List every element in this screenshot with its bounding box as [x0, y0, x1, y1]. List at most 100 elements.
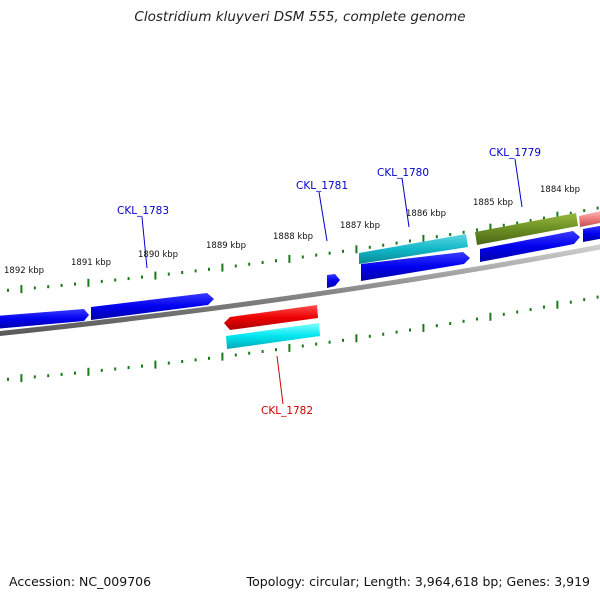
minor-tick [47, 374, 50, 378]
minor-tick [208, 267, 210, 271]
minor-tick [529, 219, 532, 223]
kbp-labels: 1892 kbp 1891 kbp 1890 kbp 1889 kbp 1888… [4, 185, 580, 276]
kbp-label: 1891 kbp [71, 258, 111, 268]
minor-tick [462, 230, 465, 234]
gene-arrow[interactable] [480, 231, 580, 262]
major-tick [20, 374, 23, 383]
accession-text: Accession: NC_009706 [9, 574, 152, 589]
gene-label-ckl-1782[interactable]: CKL_1782 [261, 405, 313, 417]
gene-arrow-ckl-1782[interactable] [224, 305, 318, 330]
minor-tick [301, 344, 304, 348]
gene-label-ckl-1780[interactable]: CKL_1780 [377, 167, 429, 179]
genome-summary-text: Topology: circular; Length: 3,964,618 bp… [246, 574, 590, 589]
kbp-label: 1890 kbp [138, 250, 178, 260]
minor-tick [7, 288, 9, 292]
gene-arrow[interactable] [583, 225, 600, 242]
genome-backbone [0, 244, 600, 336]
gene-block-ckl-1779[interactable] [475, 213, 578, 245]
gene-arrow[interactable] [91, 293, 214, 320]
minor-tick [395, 330, 398, 334]
minor-tick [181, 360, 184, 363]
minor-tick [60, 283, 63, 287]
minor-tick [502, 312, 505, 316]
minor-tick [33, 286, 36, 290]
minor-tick [100, 279, 103, 283]
gene-labels: CKL_1783 CKL_1781 CKL_1780 CKL_1779 CKL_… [117, 147, 541, 417]
gene-arrow[interactable] [0, 309, 89, 329]
minor-tick [476, 317, 478, 321]
minor-tick [368, 334, 371, 338]
minor-tick [435, 324, 438, 328]
gene-arrow-ckl-1781[interactable] [327, 274, 340, 288]
minor-tick [181, 271, 184, 274]
minor-tick [60, 372, 63, 376]
major-tick [288, 343, 291, 352]
major-tick [422, 234, 425, 243]
kbp-label: 1886 kbp [406, 209, 446, 219]
outer-scale-ticks [7, 206, 599, 294]
minor-tick [382, 243, 385, 247]
gene-block-ckl-1780-outer[interactable] [359, 234, 468, 264]
leader-ckl-1780 [401, 177, 410, 228]
major-tick [154, 271, 157, 280]
minor-tick [7, 377, 9, 381]
minor-tick [529, 308, 532, 312]
gene-arrow-ckl-1780[interactable] [361, 252, 470, 281]
gene-block-ckl-1782-inner[interactable] [226, 323, 320, 349]
minor-tick [476, 228, 478, 232]
major-tick [221, 352, 224, 361]
minor-tick [248, 262, 251, 266]
minor-tick [301, 255, 304, 259]
major-tick [355, 245, 358, 254]
major-tick [422, 323, 425, 332]
minor-tick [127, 366, 130, 370]
minor-tick [141, 275, 143, 279]
gene-block-salmon[interactable] [579, 210, 600, 227]
minor-tick [315, 342, 318, 346]
minor-tick [382, 332, 385, 336]
leader-ckl-1782 [276, 355, 284, 405]
gene-label-ckl-1783[interactable]: CKL_1783 [117, 205, 169, 217]
kbp-label: 1889 kbp [206, 241, 246, 251]
major-tick [20, 285, 23, 294]
minor-tick [569, 211, 572, 215]
major-tick [288, 254, 291, 263]
minor-tick [114, 367, 117, 371]
minor-tick [100, 368, 103, 372]
minor-tick [449, 322, 452, 325]
minor-tick [449, 233, 452, 236]
gene-label-ckl-1781[interactable]: CKL_1781 [296, 180, 348, 192]
major-tick [355, 334, 358, 343]
major-tick [87, 278, 90, 287]
minor-tick [516, 221, 519, 225]
minor-tick [462, 319, 465, 323]
minor-tick [248, 351, 251, 355]
kbp-label: 1884 kbp [540, 185, 580, 195]
kbp-label: 1887 kbp [340, 221, 380, 231]
minor-tick [328, 251, 331, 255]
gene-label-ckl-1779[interactable]: CKL_1779 [489, 147, 541, 159]
major-tick [154, 360, 157, 369]
minor-tick [583, 209, 586, 213]
kbp-label: 1888 kbp [273, 232, 313, 242]
minor-tick [395, 241, 398, 245]
minor-tick [328, 340, 331, 344]
inner-scale-ticks [7, 295, 599, 383]
minor-tick [127, 277, 130, 281]
minor-tick [275, 348, 277, 352]
minor-tick [167, 272, 170, 276]
minor-tick [409, 328, 411, 332]
minor-tick [543, 216, 545, 220]
minor-tick [596, 295, 599, 299]
leader-ckl-1779 [514, 158, 523, 208]
minor-tick [114, 278, 117, 282]
minor-tick [275, 259, 277, 263]
minor-tick [342, 249, 344, 253]
minor-tick [234, 264, 237, 268]
minor-tick [208, 356, 210, 360]
minor-tick [409, 239, 411, 243]
major-tick [556, 211, 559, 220]
minor-tick [502, 223, 505, 227]
minor-tick [261, 261, 264, 264]
